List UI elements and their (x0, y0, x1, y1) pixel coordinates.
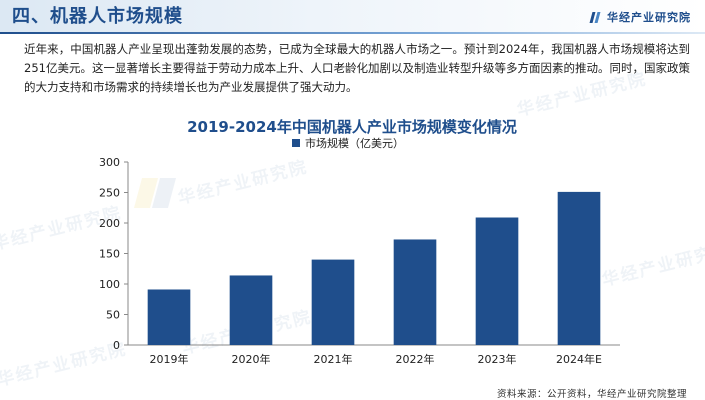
source-note: 资料来源：公开资料，华经产业研究院整理 (496, 389, 687, 400)
y-tick-label: 250 (99, 187, 120, 200)
x-tick-label: 2023年 (478, 352, 517, 366)
y-tick-label: 200 (99, 217, 120, 230)
x-tick-label: 2022年 (396, 352, 435, 366)
x-tick-label: 2019年 (150, 352, 189, 366)
x-tick-label: 2024年E (556, 352, 602, 366)
brand-name: 华经产业研究院 (607, 11, 691, 24)
y-tick-label: 100 (99, 278, 120, 291)
bar (475, 217, 519, 345)
section-title: 四、机器人市场规模 (12, 6, 183, 27)
legend-label: 市场规模（亿美元） (305, 136, 404, 150)
x-tick-label: 2021年 (314, 352, 353, 366)
bar (229, 275, 273, 345)
y-tick-label: 0 (113, 339, 120, 352)
bar (393, 239, 437, 345)
legend-swatch (292, 139, 300, 147)
y-tick-label: 50 (106, 309, 120, 322)
bar (147, 289, 191, 345)
x-tick-label: 2020年 (232, 352, 271, 366)
chart-title: 2019-2024年中国机器人产业市场规模变化情况 (187, 118, 517, 136)
brand-logo-icon (589, 11, 601, 23)
y-tick-label: 150 (99, 248, 120, 261)
bar (311, 259, 355, 345)
y-tick-label: 300 (99, 156, 120, 169)
brand: 华经产业研究院 (589, 9, 691, 25)
bar (557, 191, 601, 345)
header-divider (0, 32, 705, 34)
header-band (0, 0, 705, 32)
intro-paragraph: 近年来，中国机器人产业呈现出蓬勃发展的态势，已成为全球最大的机器人市场之一。预计… (24, 42, 690, 94)
